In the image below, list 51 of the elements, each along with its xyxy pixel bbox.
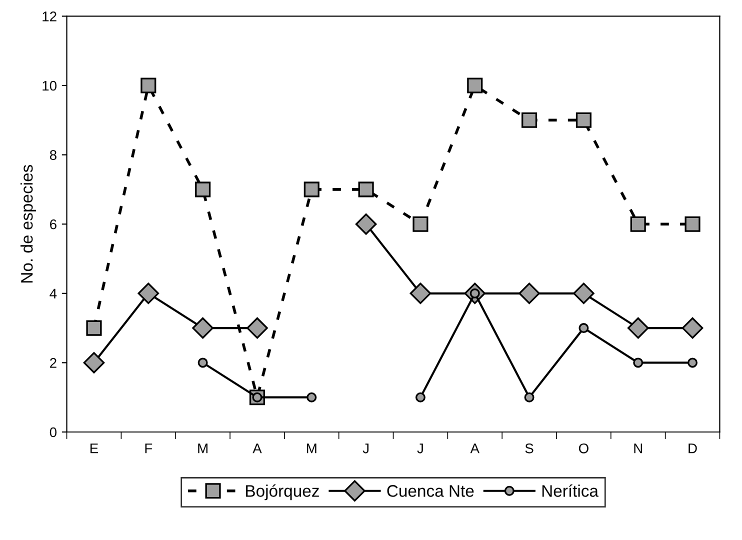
point — [467, 78, 483, 94]
point — [198, 358, 208, 368]
point — [633, 358, 644, 368]
x-tick-label: N — [634, 444, 642, 454]
x-tick-label: S — [525, 443, 534, 454]
y-tick-label: 6 — [50, 219, 56, 230]
x-tick-label: M — [306, 444, 316, 454]
point — [195, 182, 211, 198]
point — [573, 282, 594, 304]
point — [415, 392, 426, 402]
y-tick-label: 12 — [42, 12, 56, 22]
point — [576, 112, 592, 128]
y-tick-label: 0 — [50, 427, 57, 438]
y-tick-label: 2 — [50, 358, 56, 368]
legend-label: Cuenca Nte — [387, 485, 474, 497]
x-tick-label: A — [470, 444, 480, 454]
x-tick-label: M — [198, 444, 208, 454]
point — [355, 213, 377, 235]
point — [684, 216, 700, 232]
y-axis-title: No. de especies — [20, 164, 36, 282]
y-tick-label: 10 — [42, 80, 57, 91]
x-tick-label: O — [578, 443, 588, 454]
point — [627, 317, 649, 339]
x-tick-label: J — [417, 444, 423, 454]
legend-label: Nerítica — [542, 484, 598, 497]
point — [83, 352, 105, 374]
point — [358, 182, 374, 198]
point — [682, 317, 704, 339]
point — [246, 317, 268, 339]
x-tick-label: D — [688, 444, 697, 454]
point — [138, 282, 160, 304]
point — [578, 323, 589, 334]
x-tick-label: E — [90, 444, 98, 454]
y-tick-label: 4 — [50, 288, 57, 298]
point — [304, 182, 320, 198]
point — [410, 282, 432, 304]
point — [306, 392, 317, 402]
x-tick-label: A — [252, 444, 262, 454]
point — [524, 392, 534, 402]
point — [140, 78, 156, 94]
y-tick-label: 8 — [50, 150, 56, 160]
point — [518, 282, 540, 304]
point — [522, 112, 538, 128]
point — [688, 358, 698, 368]
point — [412, 216, 428, 232]
x-tick-label: J — [362, 444, 368, 454]
point — [192, 317, 214, 339]
x-tick-label: F — [145, 444, 152, 454]
legend-label: Bojórquez — [246, 484, 319, 500]
point — [86, 320, 102, 336]
point — [630, 216, 646, 232]
